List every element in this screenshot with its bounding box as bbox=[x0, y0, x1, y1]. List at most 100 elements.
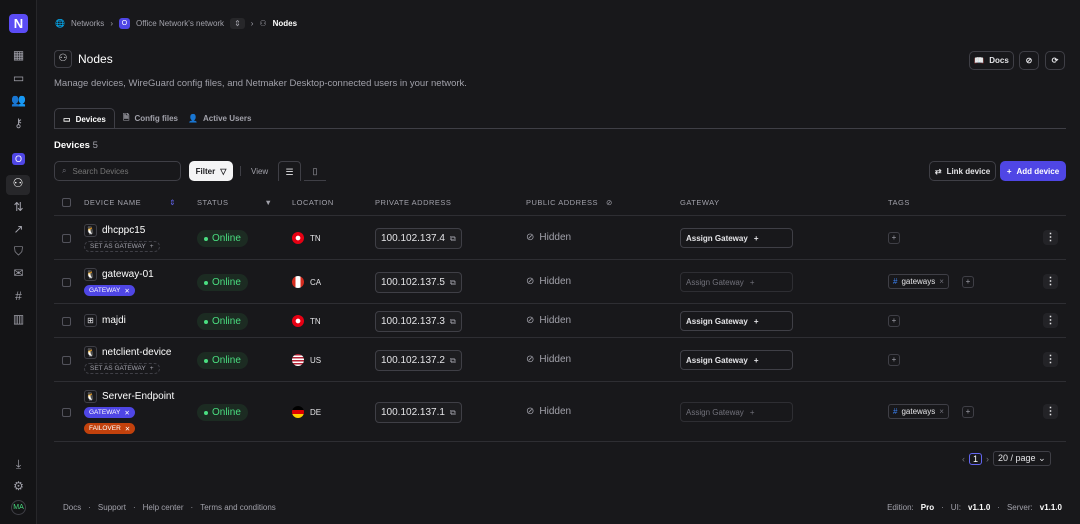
row-checkbox[interactable] bbox=[62, 408, 71, 417]
assign-gateway-button[interactable]: Assign Gateway + bbox=[680, 228, 793, 248]
shield-icon[interactable]: ⛉ bbox=[13, 244, 23, 258]
column-device-name[interactable]: DEVICE NAME bbox=[84, 198, 142, 207]
set-badge[interactable]: SET AS GATEWAY + bbox=[84, 241, 160, 252]
settings-icon[interactable]: ⚙ bbox=[13, 479, 24, 493]
set-badge[interactable]: SET AS GATEWAY + bbox=[84, 363, 160, 374]
add-tag-button[interactable]: + bbox=[888, 315, 900, 327]
select-all-checkbox[interactable] bbox=[62, 198, 71, 207]
close-icon[interactable]: ✕ bbox=[124, 409, 130, 417]
copy-icon[interactable]: ⧉ bbox=[449, 316, 456, 326]
traffic-icon[interactable]: ⇅ bbox=[13, 200, 24, 214]
table-row: 🐧 netclient-device SET AS GATEWAY + Onlin… bbox=[54, 337, 1066, 381]
tab-active-users[interactable]: 👤 Active Users bbox=[188, 114, 252, 123]
breadcrumb-network[interactable]: Office Network's network bbox=[135, 19, 225, 28]
table-row: 🐧 gateway-01 GATEWAY ✕ Online CA 100.102.… bbox=[54, 259, 1066, 303]
status-badge: Online bbox=[197, 230, 248, 247]
avatar[interactable]: MA bbox=[11, 500, 26, 515]
add-tag-button[interactable]: + bbox=[962, 276, 974, 288]
breadcrumb-networks[interactable]: Networks bbox=[70, 19, 105, 28]
device-name[interactable]: Server-Endpoint bbox=[102, 391, 175, 402]
plus-icon: + bbox=[1006, 166, 1012, 176]
close-icon[interactable]: ✕ bbox=[124, 425, 131, 433]
chevron-down-icon: ⌄ bbox=[1038, 453, 1046, 463]
plus-icon[interactable]: + bbox=[149, 365, 154, 372]
copy-icon[interactable]: ⧉ bbox=[449, 233, 456, 243]
tab-config-files[interactable]: 🗎 Config files bbox=[115, 108, 186, 129]
netmaker-logo[interactable]: N bbox=[9, 14, 28, 33]
refresh-button[interactable]: ⟳ bbox=[1045, 51, 1065, 70]
row-checkbox[interactable] bbox=[62, 317, 71, 326]
network-switch-icon[interactable]: ⇕ bbox=[230, 18, 245, 29]
next-page-icon[interactable]: › bbox=[986, 453, 990, 464]
table-row: ⊞ majdi Online TN 100.102.137.3 ⧉ ⊘ Hidden… bbox=[54, 303, 1066, 337]
page-title: Nodes bbox=[78, 52, 113, 66]
footer-support[interactable]: Support bbox=[97, 503, 126, 512]
device-name[interactable]: gateway-01 bbox=[102, 269, 154, 280]
add-tag-button[interactable]: + bbox=[888, 232, 900, 244]
status-dot bbox=[204, 236, 208, 241]
relay-icon[interactable]: ↗ bbox=[13, 222, 24, 236]
search-input[interactable]: ⌕ bbox=[54, 161, 181, 181]
list-view-button[interactable]: ☰ bbox=[278, 161, 301, 181]
device-name[interactable]: majdi bbox=[102, 315, 126, 326]
assign-gateway-button[interactable]: Assign Gateway + bbox=[680, 311, 793, 331]
link-device-button[interactable]: ⇄ Link device bbox=[929, 161, 996, 181]
search-field[interactable] bbox=[72, 166, 168, 176]
page-1[interactable]: 1 bbox=[969, 452, 983, 465]
add-tag-button[interactable]: + bbox=[962, 406, 974, 418]
tag-chip[interactable]: # gateways × bbox=[888, 274, 949, 289]
remove-tag-icon[interactable]: × bbox=[939, 277, 944, 286]
status-filter-icon[interactable]: ▼ bbox=[264, 198, 273, 207]
prev-page-icon[interactable]: ‹ bbox=[962, 453, 965, 464]
row-checkbox[interactable] bbox=[62, 278, 71, 287]
assign-gateway-button[interactable]: Assign Gateway + bbox=[680, 402, 793, 422]
metrics-icon[interactable]: ▥ bbox=[12, 312, 25, 326]
row-menu-button[interactable]: ⋮ bbox=[1043, 274, 1058, 289]
copy-icon[interactable]: ⧉ bbox=[449, 355, 456, 365]
tab-devices[interactable]: ▭ Devices bbox=[54, 108, 115, 129]
gateway-badge[interactable]: GATEWAY ✕ bbox=[84, 407, 135, 418]
nodes-icon[interactable]: ⚇ bbox=[6, 175, 30, 195]
row-menu-button[interactable]: ⋮ bbox=[1043, 313, 1058, 328]
dns-hash-icon[interactable]: # bbox=[15, 289, 22, 303]
docs-button[interactable]: 📖 Docs bbox=[969, 51, 1014, 70]
assign-gateway-button[interactable]: Assign Gateway + bbox=[680, 272, 793, 292]
plus-icon[interactable]: + bbox=[149, 243, 154, 250]
filter-button[interactable]: Filter ▽ bbox=[189, 161, 233, 181]
copy-icon[interactable]: ⧉ bbox=[449, 277, 456, 287]
tag-chip[interactable]: # gateways × bbox=[888, 404, 949, 419]
map-view-button[interactable]: ▯ bbox=[304, 161, 326, 181]
download-icon[interactable]: ⤓ bbox=[15, 457, 22, 471]
row-checkbox[interactable] bbox=[62, 234, 71, 243]
users-icon[interactable]: 👥 bbox=[11, 93, 26, 107]
devices-icon[interactable]: ▭ bbox=[12, 71, 25, 85]
add-tag-button[interactable]: + bbox=[888, 354, 900, 366]
key-icon[interactable]: ⚷ bbox=[14, 116, 23, 130]
row-menu-button[interactable]: ⋮ bbox=[1043, 404, 1058, 419]
footer-help-center[interactable]: Help center bbox=[142, 503, 184, 512]
row-checkbox[interactable] bbox=[62, 356, 71, 365]
row-menu-button[interactable]: ⋮ bbox=[1043, 230, 1058, 245]
assign-gateway-button[interactable]: Assign Gateway + bbox=[680, 350, 793, 370]
page-size-select[interactable]: 20 / page ⌄ bbox=[993, 451, 1051, 466]
gateway-badge[interactable]: GATEWAY ✕ bbox=[84, 285, 135, 296]
footer-terms[interactable]: Terms and conditions bbox=[200, 503, 276, 512]
remove-tag-icon[interactable]: × bbox=[939, 407, 944, 416]
inbox-icon[interactable]: ✉ bbox=[13, 266, 24, 280]
row-menu-button[interactable]: ⋮ bbox=[1043, 352, 1058, 367]
footer-docs[interactable]: Docs bbox=[63, 503, 82, 512]
sort-icon[interactable]: ⇕ bbox=[169, 198, 176, 207]
device-name[interactable]: dhcppc15 bbox=[102, 225, 146, 236]
hide-button[interactable]: ⊘ bbox=[1019, 51, 1039, 70]
location: DE bbox=[292, 406, 321, 418]
dashboard-icon[interactable]: ▦ bbox=[12, 48, 25, 62]
devices-heading: Devices 5 bbox=[54, 140, 98, 151]
failover-badge[interactable]: FAILOVER ✕ bbox=[84, 423, 136, 434]
add-device-button[interactable]: + Add device bbox=[1000, 161, 1066, 181]
close-icon[interactable]: ✕ bbox=[124, 287, 130, 295]
network-badge[interactable]: O bbox=[11, 153, 25, 165]
flag-tn-icon bbox=[292, 232, 304, 244]
copy-icon[interactable]: ⧉ bbox=[449, 407, 456, 417]
device-name[interactable]: netclient-device bbox=[102, 347, 172, 358]
eye-off-icon[interactable]: ⊘ bbox=[606, 198, 613, 207]
